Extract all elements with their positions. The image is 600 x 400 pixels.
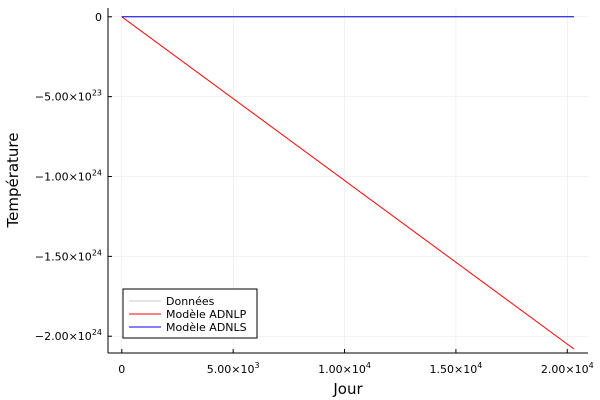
y-ticks: 0 −5.00×1023 −1.00×1024 −1.50×1024 −2.00×102… — [35, 11, 112, 343]
legend-label: Modèle ADNLP — [166, 308, 247, 321]
legend-label: Modèle ADNLS — [166, 321, 247, 334]
x-tick-label: 1.00×104 — [318, 361, 371, 376]
y-tick-label: −5.00×1023 — [35, 89, 102, 104]
series-lines — [121, 16, 575, 350]
y-tick-label: −1.50×1024 — [35, 248, 102, 263]
axes — [107, 8, 588, 354]
x-axis-title: Jour — [332, 380, 363, 398]
x-ticks: 0 5.00×103 1.00×104 1.50×104 2.00×104 — [118, 349, 594, 376]
y-tick-label: −2.00×1024 — [35, 328, 102, 343]
y-tick-label: 0 — [95, 11, 102, 24]
series-line-mod-le-adnlp — [121, 16, 575, 350]
y-tick-label: −1.00×1024 — [35, 169, 102, 184]
x-tick-label: 1.50×104 — [430, 361, 483, 376]
x-tick-label: 5.00×103 — [207, 361, 260, 376]
x-tick-label: 2.00×104 — [541, 361, 594, 376]
legend-label: Données — [166, 295, 215, 308]
y-axis-title: Température — [4, 132, 22, 228]
x-tick-label: 0 — [118, 363, 125, 376]
